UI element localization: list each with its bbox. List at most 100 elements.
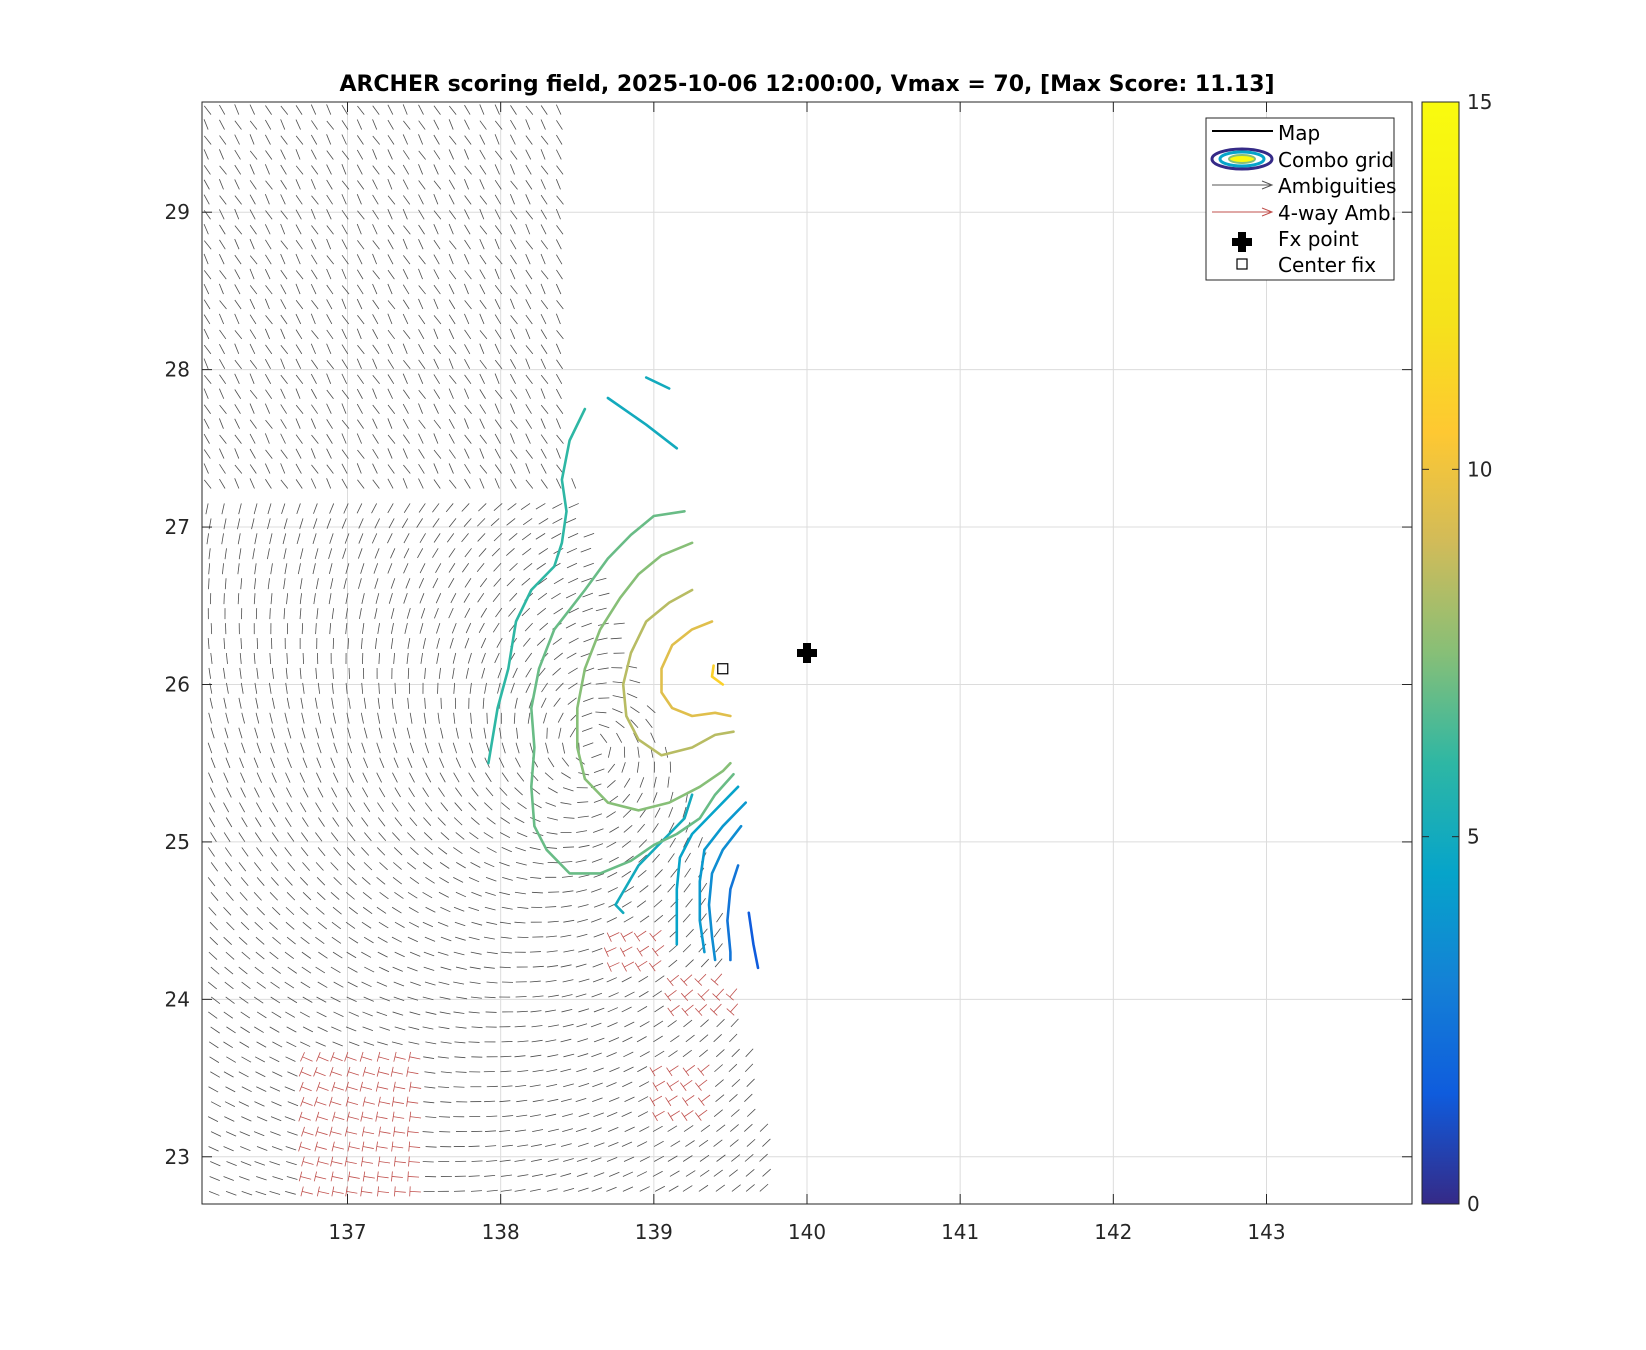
ambiguity-arrow: [540, 119, 546, 130]
ambiguity-arrow-cross: [652, 1082, 659, 1092]
ambiguity-arrow: [571, 478, 577, 489]
ambiguity-arrow: [464, 358, 470, 370]
ambiguity-arrow: [684, 867, 691, 878]
ambiguity-arrow: [425, 1011, 437, 1015]
ambiguity-arrow: [531, 891, 543, 894]
ambiguity-arrow: [311, 165, 319, 175]
ambiguity-arrow: [407, 802, 416, 812]
ambiguity-arrow: [234, 238, 240, 250]
ambiguity-arrow: [700, 882, 708, 893]
ambiguity-arrow-cross: [392, 1111, 395, 1122]
ambiguity-arrow: [510, 194, 515, 205]
ambiguity-arrow-cross: [680, 978, 688, 987]
ambiguity-arrow: [682, 1155, 693, 1162]
ambiguity-arrow: [545, 935, 557, 938]
ambiguity-arrow: [341, 285, 350, 295]
ambiguity-arrow: [342, 548, 347, 559]
ambiguity-arrow: [532, 1129, 544, 1132]
ambiguity-arrow: [540, 299, 549, 310]
ambiguity-arrow: [269, 652, 272, 665]
ambiguity-arrow: [224, 1101, 236, 1107]
ambiguity-arrow: [424, 667, 426, 679]
ambiguity-arrow: [203, 165, 211, 175]
ambiguity-arrow: [287, 727, 292, 739]
ambiguity-arrow: [326, 448, 332, 459]
ambiguity-arrow: [249, 209, 256, 220]
ambiguity-arrow: [555, 478, 562, 489]
ambiguity-arrow: [326, 104, 332, 115]
ambiguity-arrow: [326, 255, 334, 265]
ambiguity-arrow: [420, 608, 426, 619]
ambiguity-arrow: [540, 344, 548, 355]
ambiguity-arrow: [470, 757, 477, 768]
ambiguity-arrow: [287, 996, 298, 1004]
ambiguity-arrow: [407, 832, 416, 841]
ambiguity-arrow: [409, 877, 420, 885]
ambiguity-arrow: [501, 906, 513, 910]
ambiguity-arrow: [372, 374, 380, 385]
ambiguity-arrow: [479, 577, 488, 588]
ambiguity-arrow: [464, 165, 472, 175]
ambiguity-arrow: [402, 434, 410, 444]
ambiguity-arrow: [515, 757, 521, 768]
score-contour: [644, 376, 671, 390]
ambiguity-arrow: [317, 981, 328, 988]
ambiguity-arrow: [637, 1141, 648, 1147]
ambiguity-arrow: [576, 1068, 587, 1073]
ambiguity-arrow: [418, 329, 425, 340]
ambiguity-arrow: [223, 906, 232, 916]
ambiguity-arrow: [403, 360, 411, 370]
ambiguity-arrow: [515, 861, 527, 866]
ambiguity-arrow: [300, 802, 307, 813]
ambiguity-arrow: [685, 1034, 695, 1043]
ambiguity-arrow: [484, 862, 495, 868]
ambiguity-arrow: [537, 577, 548, 585]
ambiguity-arrow: [280, 253, 286, 265]
ambiguity-arrow: [330, 966, 341, 974]
ambiguity-arrow: [424, 936, 436, 942]
ambiguity-arrow: [670, 1005, 680, 1013]
ambiguity-arrow: [728, 1063, 738, 1073]
ambiguity-arrow: [560, 905, 572, 908]
ambiguity-arrow: [356, 358, 362, 369]
ambiguity-arrow: [448, 223, 454, 235]
ambiguity-arrow: [525, 667, 532, 678]
ambiguity-arrow: [311, 300, 319, 310]
ambiguity-arrow: [516, 1099, 528, 1103]
ambiguity-arrow: [203, 418, 210, 429]
ambiguity-arrow: [494, 268, 500, 280]
ambiguity-arrow: [510, 433, 515, 444]
ambiguity-arrow: [699, 1049, 709, 1058]
ambiguity-arrow: [521, 577, 531, 586]
ambiguity-arrow: [280, 149, 286, 160]
ambiguity-arrow: [394, 712, 397, 724]
ambiguity-arrow: [345, 1161, 357, 1165]
ambiguity-arrow-cross: [328, 1096, 333, 1107]
x-tick-label: 140: [788, 1220, 826, 1244]
ambiguity-arrow: [280, 388, 286, 399]
ambiguity-arrow: [393, 996, 405, 1001]
ambiguity-arrow: [424, 697, 426, 709]
ambiguity-arrow: [356, 433, 362, 444]
ambiguity-arrow: [510, 298, 515, 310]
ambiguity-arrow: [310, 134, 318, 145]
ambiguity-arrow: [391, 1041, 403, 1046]
ambiguity-arrow: [356, 135, 364, 145]
ambiguity-arrow: [387, 283, 393, 295]
ambiguity-arrow: [346, 1191, 358, 1194]
ambiguity-arrow-cross: [359, 1051, 364, 1062]
ambiguity-arrow: [407, 996, 419, 1001]
ambiguity-arrow: [499, 1129, 511, 1132]
ambiguity-arrow: [364, 832, 372, 842]
ambiguity-arrow-cross: [376, 1171, 379, 1182]
ambiguity-arrow: [333, 1146, 344, 1150]
ambiguity-arrow: [405, 578, 411, 589]
ambiguity-arrow: [464, 135, 472, 145]
ambiguity-arrow: [453, 682, 456, 694]
ambiguity-arrow: [208, 951, 218, 960]
ambiguity-arrow: [284, 951, 295, 960]
ambiguity-arrow: [255, 951, 265, 960]
ambiguity-arrow-cross: [634, 962, 641, 972]
ambiguity-arrow: [348, 697, 351, 709]
ambiguity-arrow: [210, 1071, 221, 1078]
